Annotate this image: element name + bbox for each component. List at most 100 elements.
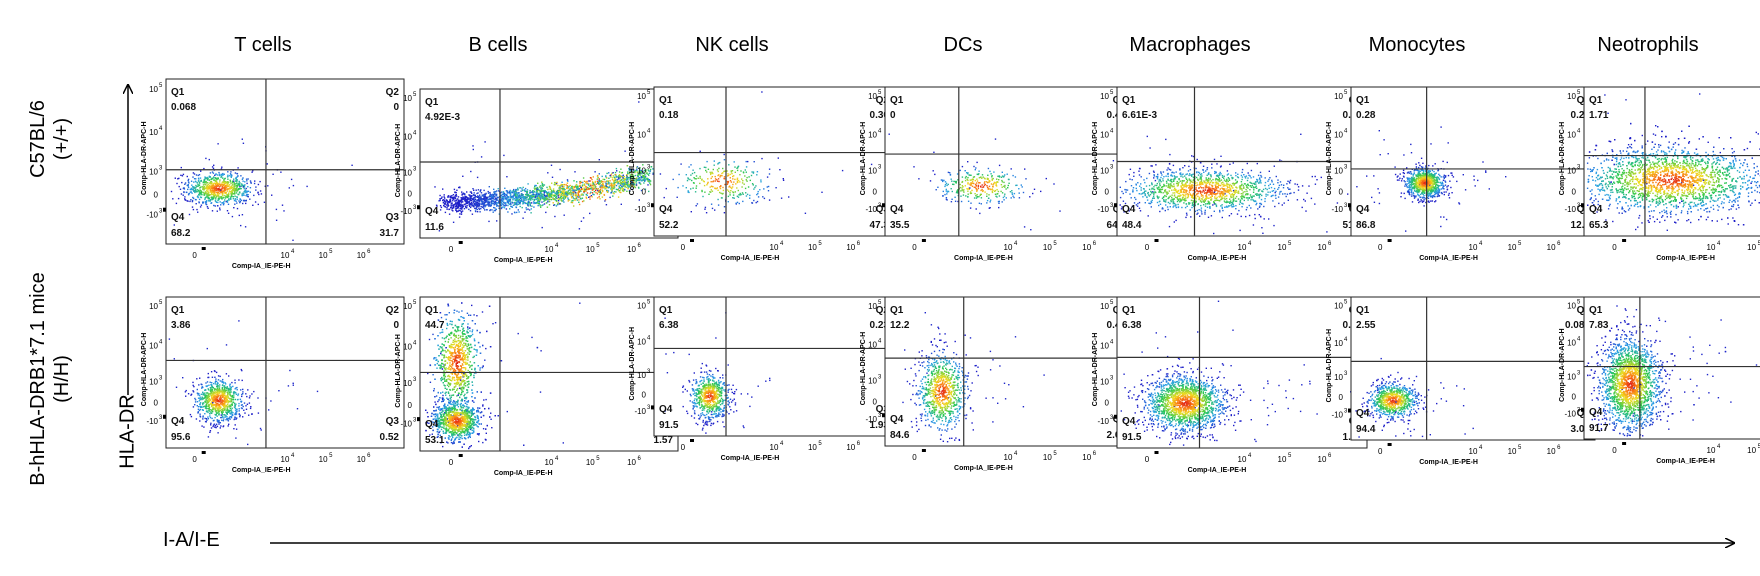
quadrant-q2-label: Q2 [876,305,890,316]
column-title-neotrophils: Neotrophils [1597,34,1699,56]
scatter-points [888,133,1121,231]
y-tick-exponent: 3 [878,374,882,380]
y-tick-exponent: 3 [413,417,417,423]
y-tick-exponent: 3 [159,376,163,382]
x-tick-exponent: 4 [291,249,295,255]
y-axis-marker [1581,203,1584,208]
y-tick-label: -10 [146,417,158,426]
y-tick-exponent: 5 [159,83,163,89]
x-tick-label: 10 [319,251,328,260]
plot-frame [165,296,405,449]
x-tick-label: 10 [281,455,290,464]
y-tick-label: 10 [1100,92,1109,101]
y-tick-exponent: 3 [1577,407,1581,413]
scatter-points [170,138,353,241]
x-tick-label: 10 [1747,243,1756,252]
quadrant-q1-label: Q1 [171,87,185,98]
x-tick-label: 10 [1004,243,1013,252]
scatter-points [664,312,771,434]
quadrant-q2-value: 0 [393,320,399,331]
plot-x-axis-title: Comp-IA_IE-PE-H [1419,459,1478,466]
y-tick-exponent: 5 [1110,300,1114,306]
x-tick-label: 10 [281,251,290,260]
x-axis-marker [1154,451,1159,454]
x-tick-exponent: 6 [638,456,642,462]
x-axis-marker [921,239,926,242]
x-tick-label: 10 [1238,455,1247,464]
y-tick-exponent: 4 [1344,337,1348,343]
y-tick-exponent: 4 [413,340,417,346]
y-tick-exponent: 3 [647,203,651,209]
x-tick-label: 10 [846,443,855,452]
x-tick-label: 0 [1378,243,1383,252]
plot-x-axis-title: Comp-IA_IE-PE-H [494,470,553,477]
y-tick-label: 10 [1334,373,1343,382]
x-tick-exponent: 5 [596,456,600,462]
x-tick-exponent: 4 [1479,241,1483,247]
y-tick-exponent: 5 [878,90,882,96]
y-tick-exponent: 3 [1577,164,1581,170]
x-tick-label: 10 [1082,453,1091,462]
quadrant-q3-value: 31.7 [380,228,400,239]
quadrant-q1-value: 6.38 [1122,320,1142,331]
x-tick-label: 10 [357,251,366,260]
x-tick-exponent: 5 [1288,453,1292,459]
x-tick-label: 10 [1082,243,1091,252]
quadrant-q1-label: Q1 [1356,95,1370,106]
x-tick-label: 0 [1378,447,1383,456]
y-tick-exponent: 4 [413,131,417,137]
x-tick-label: 0 [681,443,686,452]
plot-frame [653,86,895,237]
x-tick-exponent: 4 [291,453,295,459]
x-tick-label: 10 [1004,453,1013,462]
x-tick-label: 0 [192,455,197,464]
y-axis-marker [1581,407,1584,412]
y-tick-label: 10 [637,131,646,140]
y-tick-exponent: 3 [647,405,651,411]
y-tick-exponent: 4 [1110,129,1114,135]
plot-frame [884,296,1132,447]
x-tick-label: 10 [770,243,779,252]
quadrant-q1-label: Q1 [1356,305,1370,316]
column-title-macrophages: Macrophages [1129,34,1251,56]
quadrant-q1-value: 1.71 [1589,110,1609,121]
y-tick-label: -10 [1097,205,1109,214]
quadrant-q1-value: 0.068 [171,102,196,113]
plot-frame [1116,296,1368,449]
quadrant-q4-label: Q4 [1356,204,1370,215]
y-tick-exponent: 4 [1577,336,1581,342]
y-tick-exponent: 3 [413,377,417,383]
y-tick-label: 0 [408,189,413,198]
y-tick-label: 0 [642,390,647,399]
x-tick-exponent: 5 [1758,241,1760,247]
x-tick-exponent: 5 [1288,241,1292,247]
y-axis-marker [163,414,166,419]
y-tick-label: -10 [1564,409,1576,418]
y-axis-marker [651,405,654,410]
quadrant-q4-value: 91.5 [1122,432,1142,443]
x-tick-exponent: 6 [1557,241,1561,247]
y-tick-label: 10 [1334,302,1343,311]
x-tick-label: 10 [357,455,366,464]
x-axis-marker [1622,239,1627,242]
y-tick-exponent: 5 [1577,90,1581,96]
quadrant-q3-value: 47.3 [870,220,890,231]
x-tick-label: 10 [1747,446,1756,455]
quadrant-q4-label: Q4 [1589,204,1603,215]
panel-r0-c1: Q14.92E-3Q21.25Q411.6Q387.21051041030-10… [395,88,679,264]
x-tick-label: 10 [808,443,817,452]
x-tick-label: 0 [192,251,197,260]
quadrant-q1-label: Q1 [890,305,904,316]
panel-r1-c4: Q16.38Q20.13Q491.5Q31.961051041030-10301… [1092,296,1368,474]
y-tick-label: -10 [1331,205,1343,214]
y-tick-label: 0 [1105,399,1110,408]
x-tick-label: 0 [681,243,686,252]
x-tick-exponent: 4 [1248,241,1252,247]
y-tick-exponent: 5 [159,300,163,306]
y-tick-label: 0 [1339,393,1344,402]
quadrant-q2-value: 0.23 [870,320,890,331]
quadrant-q4-value: 35.5 [890,220,910,231]
plot-x-axis-title: Comp-IA_IE-PE-H [1188,255,1247,262]
